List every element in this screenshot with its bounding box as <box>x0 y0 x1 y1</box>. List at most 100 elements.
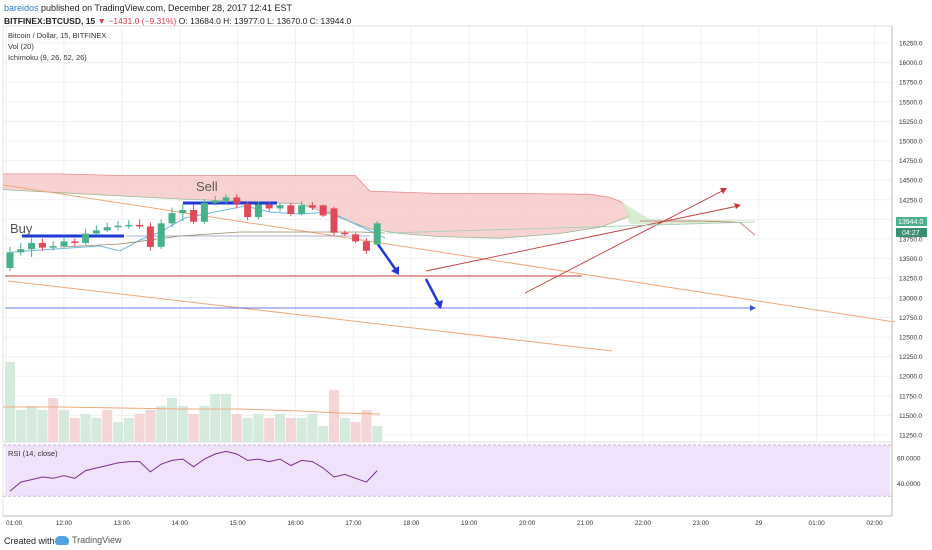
lagging-line <box>640 220 756 236</box>
candle-body <box>373 223 381 245</box>
grid-lines <box>2 25 893 516</box>
volume-bar <box>275 414 285 442</box>
candle-body <box>125 224 133 227</box>
volume-bar <box>231 414 242 442</box>
candle-body <box>49 246 57 248</box>
ichimoku-legend: Ichimoku (9, 26, 52, 26) <box>8 53 87 62</box>
time-tick-label: 29 <box>755 520 763 527</box>
price-tick-label: 16250.0 <box>899 41 923 48</box>
candles <box>6 194 381 272</box>
candle-body <box>60 241 68 247</box>
symbol-header: BITFINEX:BTCUSD, 15 ▼ −1431.0 (−9.31%) O… <box>4 16 351 26</box>
candle-body <box>254 204 262 218</box>
price-tick-label: 11500.0 <box>899 413 922 420</box>
price-tick-label: 13250.0 <box>899 276 923 283</box>
candle-body <box>28 242 36 250</box>
volume-bar <box>210 394 221 442</box>
volume-bar <box>264 418 275 442</box>
price-chart[interactable]: 16250.0 16000.0 15750.0 15500.0 15250.0 15000… <box>0 0 932 532</box>
axes: 16250.0 16000.0 15750.0 15500.0 15250.0 15000… <box>3 26 923 527</box>
rsi-tick-label: 60.0000 <box>897 455 921 462</box>
time-tick-label: 17:00 <box>345 520 362 527</box>
volume-bar <box>156 406 167 442</box>
time-tick-label: 16:00 <box>287 520 304 527</box>
time-tick-label: 19:00 <box>461 520 478 527</box>
brand-name: TradingView <box>72 535 122 545</box>
ohlc-values: O: 13684.0 H: 13977.0 L: 13670.0 C: 1394… <box>178 16 352 26</box>
trendline-lower <box>7 280 613 352</box>
volume-bar <box>177 406 188 442</box>
chart-title: Bitcoin / Dollar, 15, BITFINEX <box>8 31 106 40</box>
candle-body <box>190 209 198 222</box>
tradingview-logo[interactable]: TradingView <box>55 533 122 547</box>
time-tick-label: 13:00 <box>114 520 131 527</box>
price-tick-label: 16000.0 <box>899 60 923 67</box>
countdown-badge <box>896 228 927 237</box>
price-tick-label: 15000.0 <box>899 139 923 146</box>
time-tick-label: 18:00 <box>403 520 420 527</box>
publish-info: published on TradingView.com, December 2… <box>41 3 293 13</box>
volume-bars <box>3 362 383 442</box>
rsi-band <box>5 445 890 497</box>
volume-bar <box>145 410 156 442</box>
time-tick-label: 20:00 <box>519 520 536 527</box>
candle-body <box>222 197 230 201</box>
candle-body <box>341 232 349 235</box>
red-arrow-2-head <box>720 188 727 194</box>
volume-bar <box>59 410 69 442</box>
candle-body <box>38 242 46 248</box>
volume-bar <box>37 410 48 442</box>
candle-body <box>308 205 316 208</box>
sell-label: Sell <box>196 179 218 194</box>
candle-body <box>114 225 122 228</box>
rsi-line <box>9 450 378 492</box>
down-arrow-icon: ▼ <box>97 16 106 26</box>
volume-ma-line <box>3 406 381 415</box>
time-tick-label: 15:00 <box>229 520 246 527</box>
price-tick-label: 14500.0 <box>899 178 923 185</box>
candle-body <box>211 200 219 203</box>
candle-body <box>200 202 208 222</box>
candle-body <box>233 197 241 204</box>
kijun-line <box>59 231 386 248</box>
author-link[interactable]: bareidos <box>4 3 39 13</box>
candle-body <box>17 249 25 253</box>
buy-label: Buy <box>10 221 33 236</box>
volume-bar <box>15 410 26 442</box>
price-tick-label: 13000.0 <box>899 295 923 302</box>
volume-bar <box>167 398 177 442</box>
time-tick-label: 21:00 <box>577 520 594 527</box>
candle-body <box>362 241 370 251</box>
tenkan-line <box>11 205 386 253</box>
price-tick-label: 13500.0 <box>899 256 923 263</box>
candle-body <box>330 208 338 233</box>
volume-bar <box>318 426 329 442</box>
price-tick-label: 11750.0 <box>899 393 922 400</box>
volume-bar <box>26 406 37 442</box>
candle-body <box>319 205 327 216</box>
blue-arrow-2 <box>424 278 441 305</box>
senkou-a-line <box>3 173 631 217</box>
last-price-value: 13944.0 <box>898 219 923 226</box>
candle-body <box>265 204 273 209</box>
created-with: Created with <box>4 536 55 546</box>
price-tick-label: 15250.0 <box>899 119 923 126</box>
rsi-legend: RSI (14, close) <box>8 449 58 458</box>
price-tick-label: 11250.0 <box>899 433 922 440</box>
candle-body <box>352 234 360 242</box>
volume-bar <box>361 410 372 442</box>
candle-body <box>287 205 295 214</box>
price-tick-label: 13750.0 <box>899 237 923 244</box>
senkou-b-line <box>2 189 631 239</box>
volume-bar <box>221 394 231 442</box>
price-tick-label: 14250.0 <box>899 197 923 204</box>
last-price-badge <box>896 217 927 226</box>
volume-bar <box>123 418 134 442</box>
rsi-pane <box>2 444 893 517</box>
candle-body <box>244 203 252 218</box>
kumo-green-area <box>622 202 760 225</box>
time-tick-label: 14:00 <box>172 520 189 527</box>
blue-arrow-1 <box>375 242 398 271</box>
volume-bar <box>48 398 59 442</box>
red-arrow-1-head <box>734 203 741 209</box>
